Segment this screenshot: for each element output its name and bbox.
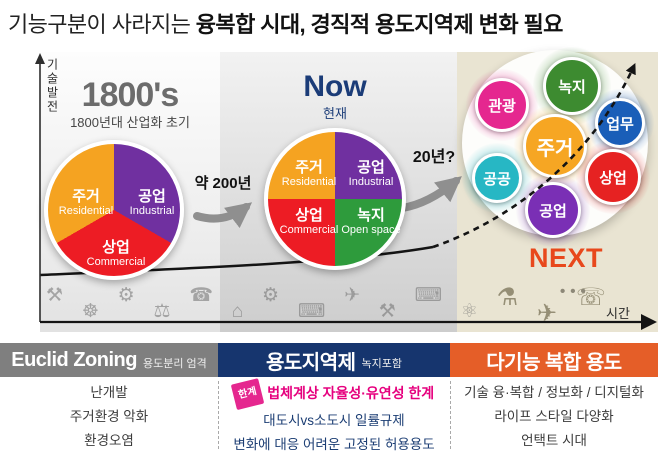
column-header-use-zoning: 용도지역제 녹지포함: [218, 343, 450, 377]
list-item: 환경오염: [84, 433, 134, 448]
laptop-icon: ⌨: [414, 285, 443, 306]
limit-badge: 한계: [230, 378, 265, 411]
locomotive-icon: ☸: [81, 301, 99, 322]
era-now-title: Now: [303, 70, 367, 103]
limitation-highlight: 한계 법체계상 자율성·유연성 한계: [220, 378, 448, 411]
transition-label-200yr: 약 200년: [194, 175, 252, 192]
microchip-icon: ⚛: [460, 301, 478, 322]
column-list-use-zoning: 한계 법체계상 자율성·유연성 한계 대도시vs소도시 일률규제 변화에 대응 어…: [220, 378, 448, 451]
page-title-emphasis: 융복합 시대, 경직적 용도지역제 변화 필요: [195, 12, 564, 37]
list-item: 대도시vs소도시 일률규제: [263, 413, 405, 428]
iot-network-icon: ⚗: [496, 284, 519, 311]
list-item: 변화에 대응 어려운 고정된 허용용도: [233, 437, 435, 451]
next-era-label: NEXT: [528, 243, 603, 273]
robot-icon: ☏: [575, 284, 606, 311]
era-now-subtitle: 현재: [323, 106, 347, 121]
automobile-icon: ⚙: [262, 285, 280, 306]
list-item: 기술 융·복합 / 정보화 / 디지털화: [464, 385, 644, 400]
helicopter-icon: ✈: [344, 285, 360, 306]
television-icon: ⌨: [297, 301, 326, 322]
bubble-tourism: 관광: [475, 78, 529, 132]
slice-label-commercial: 상업 Commercial: [86, 238, 146, 269]
slice-label-industrial: 공업 Industrial: [129, 187, 175, 218]
bubble-greenspace: 녹지: [543, 57, 601, 115]
slice-label-residential: 주거 Residential: [58, 187, 114, 218]
column-divider: [450, 381, 451, 449]
slice-label-openspace: 녹지 Open space: [341, 206, 401, 237]
bubble-residential: 주거: [523, 114, 587, 178]
column-header-euclid-zoning: Euclid Zoning 용도분리 엄격: [0, 343, 218, 377]
robot-arm-icon: ⚒: [378, 301, 396, 322]
column-header-multifunction: 다기능 복합 용도: [450, 343, 658, 377]
column-list-euclid-zoning: 난개발 주거환경 악화 환경오염: [0, 381, 218, 451]
bubble-public: 공공: [472, 153, 522, 203]
slice-label-industrial: 공업 Industrial: [348, 158, 394, 189]
drone-icon: ✈: [536, 300, 558, 327]
slice-label-commercial: 상업 Commercial: [279, 206, 339, 237]
column-divider: [218, 381, 219, 449]
technology-era-icons: ⚒ ☸ ⚙ ⚖ ☎ ⌂ ⚙ ⌨ ✈ ⚒ ⌨ ⚛ ⚗ ✈ ☏: [46, 286, 606, 328]
list-item: 라이프 스타일 다양화: [494, 409, 614, 424]
pie-chart-now: 주거 Residential 공업 Industrial 상업 Commerci…: [264, 128, 406, 270]
page-title: 기능구분이 사라지는 융복합 시대, 경직적 용도지역제 변화 필요: [8, 7, 656, 39]
y-axis-label: 기술발전: [45, 58, 59, 114]
factory-icon: ⌂: [231, 301, 244, 322]
ellipsis-dots: •••: [560, 283, 591, 300]
telephone-icon: ☎: [189, 285, 213, 306]
era-past-title: 1800's: [81, 76, 180, 114]
bubble-industrial: 공업: [525, 182, 581, 238]
list-item: 난개발: [90, 385, 128, 400]
list-item: 언택트 시대: [521, 433, 587, 448]
transition-label-20yr: 20년?: [412, 149, 456, 166]
bubble-business: 업무: [595, 98, 645, 148]
x-axis-label: 시간: [606, 306, 630, 321]
era-past-subtitle: 1800년대 산업화 초기: [70, 115, 190, 130]
slice-label-residential: 주거 Residential: [281, 158, 337, 189]
column-list-multifunction: 기술 융·복합 / 정보화 / 디지털화 라이프 스타일 다양화 언택트 시대: [452, 381, 656, 451]
conveyor-belt-icon: ⚖: [153, 301, 171, 322]
pie-chart-1800s: 주거 Residential 공업 Industrial 상업 Commerci…: [44, 140, 184, 280]
oil-derrick-icon: ⚒: [46, 285, 64, 306]
bubble-commercial: 상업: [585, 149, 641, 205]
bicycle-icon: ⚙: [117, 285, 135, 306]
page-title-prefix: 기능구분이 사라지는: [8, 12, 196, 37]
list-item: 주거환경 악화: [69, 409, 149, 424]
